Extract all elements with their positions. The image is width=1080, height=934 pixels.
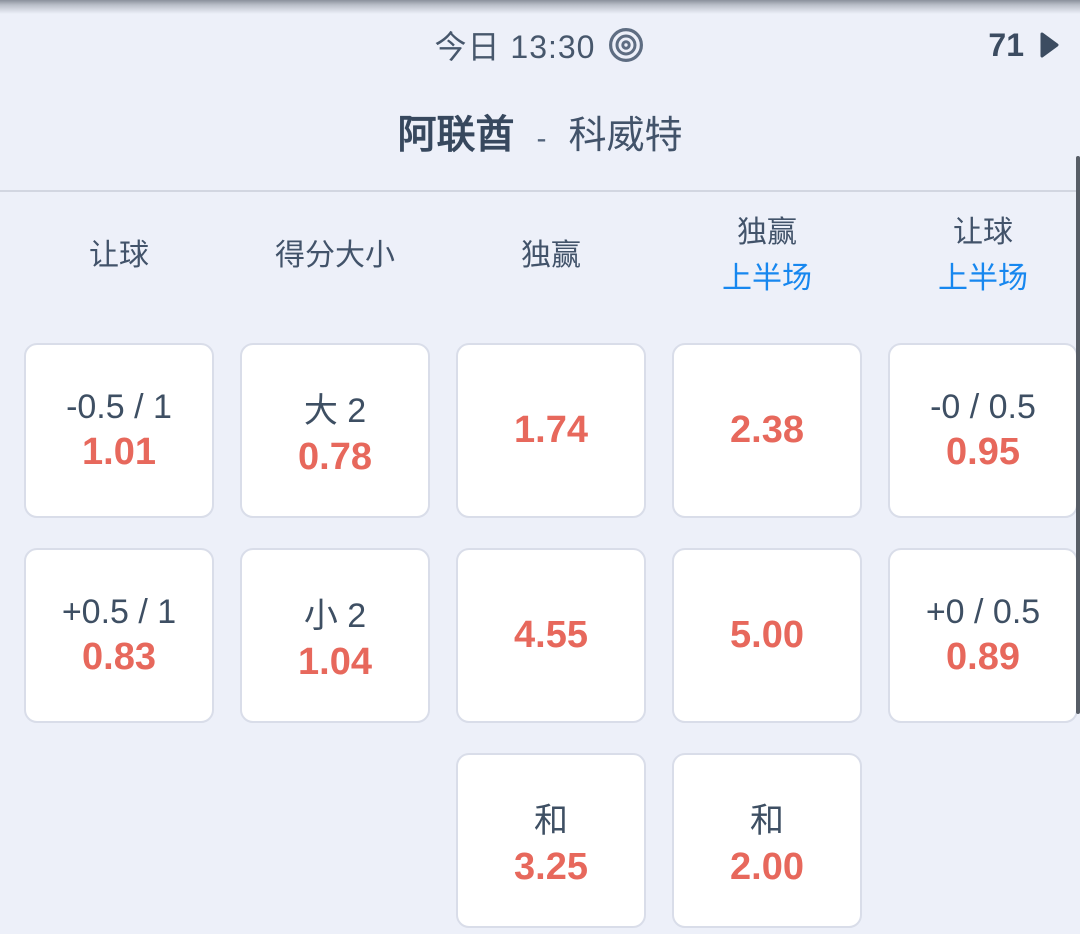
odds-value: 3.25 — [514, 845, 588, 888]
section-divider — [0, 190, 1080, 192]
scrollbar-thumb[interactable] — [1076, 156, 1080, 714]
odds-line: +0 / 0.5 — [925, 592, 1041, 631]
market-count-value: 71 — [988, 26, 1024, 63]
odds-cell[interactable]: 和 2.00 — [672, 753, 862, 928]
odds-line: -0 / 0.5 — [930, 387, 1036, 426]
column-header-handicap: 让球 — [24, 192, 214, 320]
home-team-name: 阿联酋 — [397, 114, 515, 157]
target-icon — [609, 28, 644, 62]
odds-line: +0.5 / 1 — [61, 592, 177, 631]
odds-value: 2.38 — [730, 409, 804, 451]
odds-cell-empty — [24, 753, 214, 928]
odds-value: 0.83 — [82, 635, 156, 678]
odds-cell[interactable]: -0 / 0.5 0.95 — [888, 343, 1078, 518]
odds-column-headers: 让球 得分大小 独赢 独赢 上半场 让球 上半场 — [0, 192, 1080, 320]
odds-cell[interactable]: +0.5 / 1 0.83 — [24, 548, 214, 723]
market-count-button[interactable]: 71 — [988, 22, 1060, 68]
team-separator: - — [536, 122, 547, 155]
odds-cell[interactable]: 大 2 0.78 — [240, 343, 430, 518]
odds-cell-empty — [888, 753, 1078, 928]
column-header-total-points: 得分大小 — [240, 192, 430, 320]
column-header-moneyline-first-half: 独赢 上半场 — [672, 192, 862, 320]
away-team-name: 科威特 — [568, 115, 683, 157]
odds-cell[interactable]: 4.55 — [456, 548, 646, 723]
column-label: 让球 — [953, 216, 1013, 249]
match-title[interactable]: 阿联酋 - 科威特 — [0, 104, 1080, 160]
odds-line: 小 2 — [303, 596, 367, 635]
odds-value: 5.00 — [730, 614, 804, 656]
odds-cell[interactable]: 小 2 1.04 — [240, 548, 430, 723]
column-header-handicap-first-half: 让球 上半场 — [888, 192, 1078, 320]
odds-value: 1.04 — [298, 640, 372, 683]
kickoff-time-label: 今日 13:30 — [434, 29, 596, 65]
odds-cell[interactable]: 1.74 — [456, 343, 646, 518]
column-label: 让球 — [89, 239, 149, 272]
column-sublabel: 上半场 — [938, 262, 1028, 295]
odds-value: 0.95 — [946, 430, 1020, 473]
odds-cell[interactable]: 和 3.25 — [456, 753, 646, 928]
odds-cell[interactable]: 5.00 — [672, 548, 862, 723]
kickoff-time: 今日 13:30 — [435, 22, 646, 68]
odds-line: 大 2 — [303, 391, 367, 430]
odds-cell[interactable]: +0 / 0.5 0.89 — [888, 548, 1078, 723]
column-sublabel: 上半场 — [722, 262, 812, 295]
odds-line: 和 — [534, 801, 568, 840]
odds-value: 4.55 — [514, 614, 588, 656]
odds-cell-empty — [240, 753, 430, 928]
odds-line: 和 — [750, 801, 784, 840]
odds-value: 1.01 — [82, 430, 156, 473]
odds-grid: -0.5 / 1 1.01 大 2 0.78 1.74 2.38 -0 / 0.5 0.95 +… — [0, 320, 1080, 928]
column-label: 独赢 — [737, 216, 797, 249]
odds-value: 2.00 — [730, 845, 804, 888]
column-label: 独赢 — [521, 239, 581, 272]
odds-value: 0.89 — [946, 635, 1020, 678]
odds-value: 1.74 — [514, 409, 588, 451]
odds-line: -0.5 / 1 — [66, 387, 172, 426]
column-label: 得分大小 — [275, 239, 395, 272]
column-header-moneyline: 独赢 — [456, 192, 646, 320]
odds-cell[interactable]: 2.38 — [672, 343, 862, 518]
chevron-right-icon — [1040, 32, 1059, 58]
match-header-bar: 今日 13:30 71 — [0, 0, 1080, 68]
odds-cell[interactable]: -0.5 / 1 1.01 — [24, 343, 214, 518]
odds-value: 0.78 — [298, 435, 372, 478]
